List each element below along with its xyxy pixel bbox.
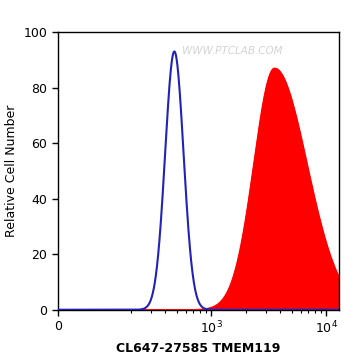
Y-axis label: Relative Cell Number: Relative Cell Number xyxy=(5,105,18,237)
X-axis label: CL647-27585 TMEM119: CL647-27585 TMEM119 xyxy=(116,342,281,355)
Text: WWW.PTCLAB.COM: WWW.PTCLAB.COM xyxy=(182,46,283,56)
